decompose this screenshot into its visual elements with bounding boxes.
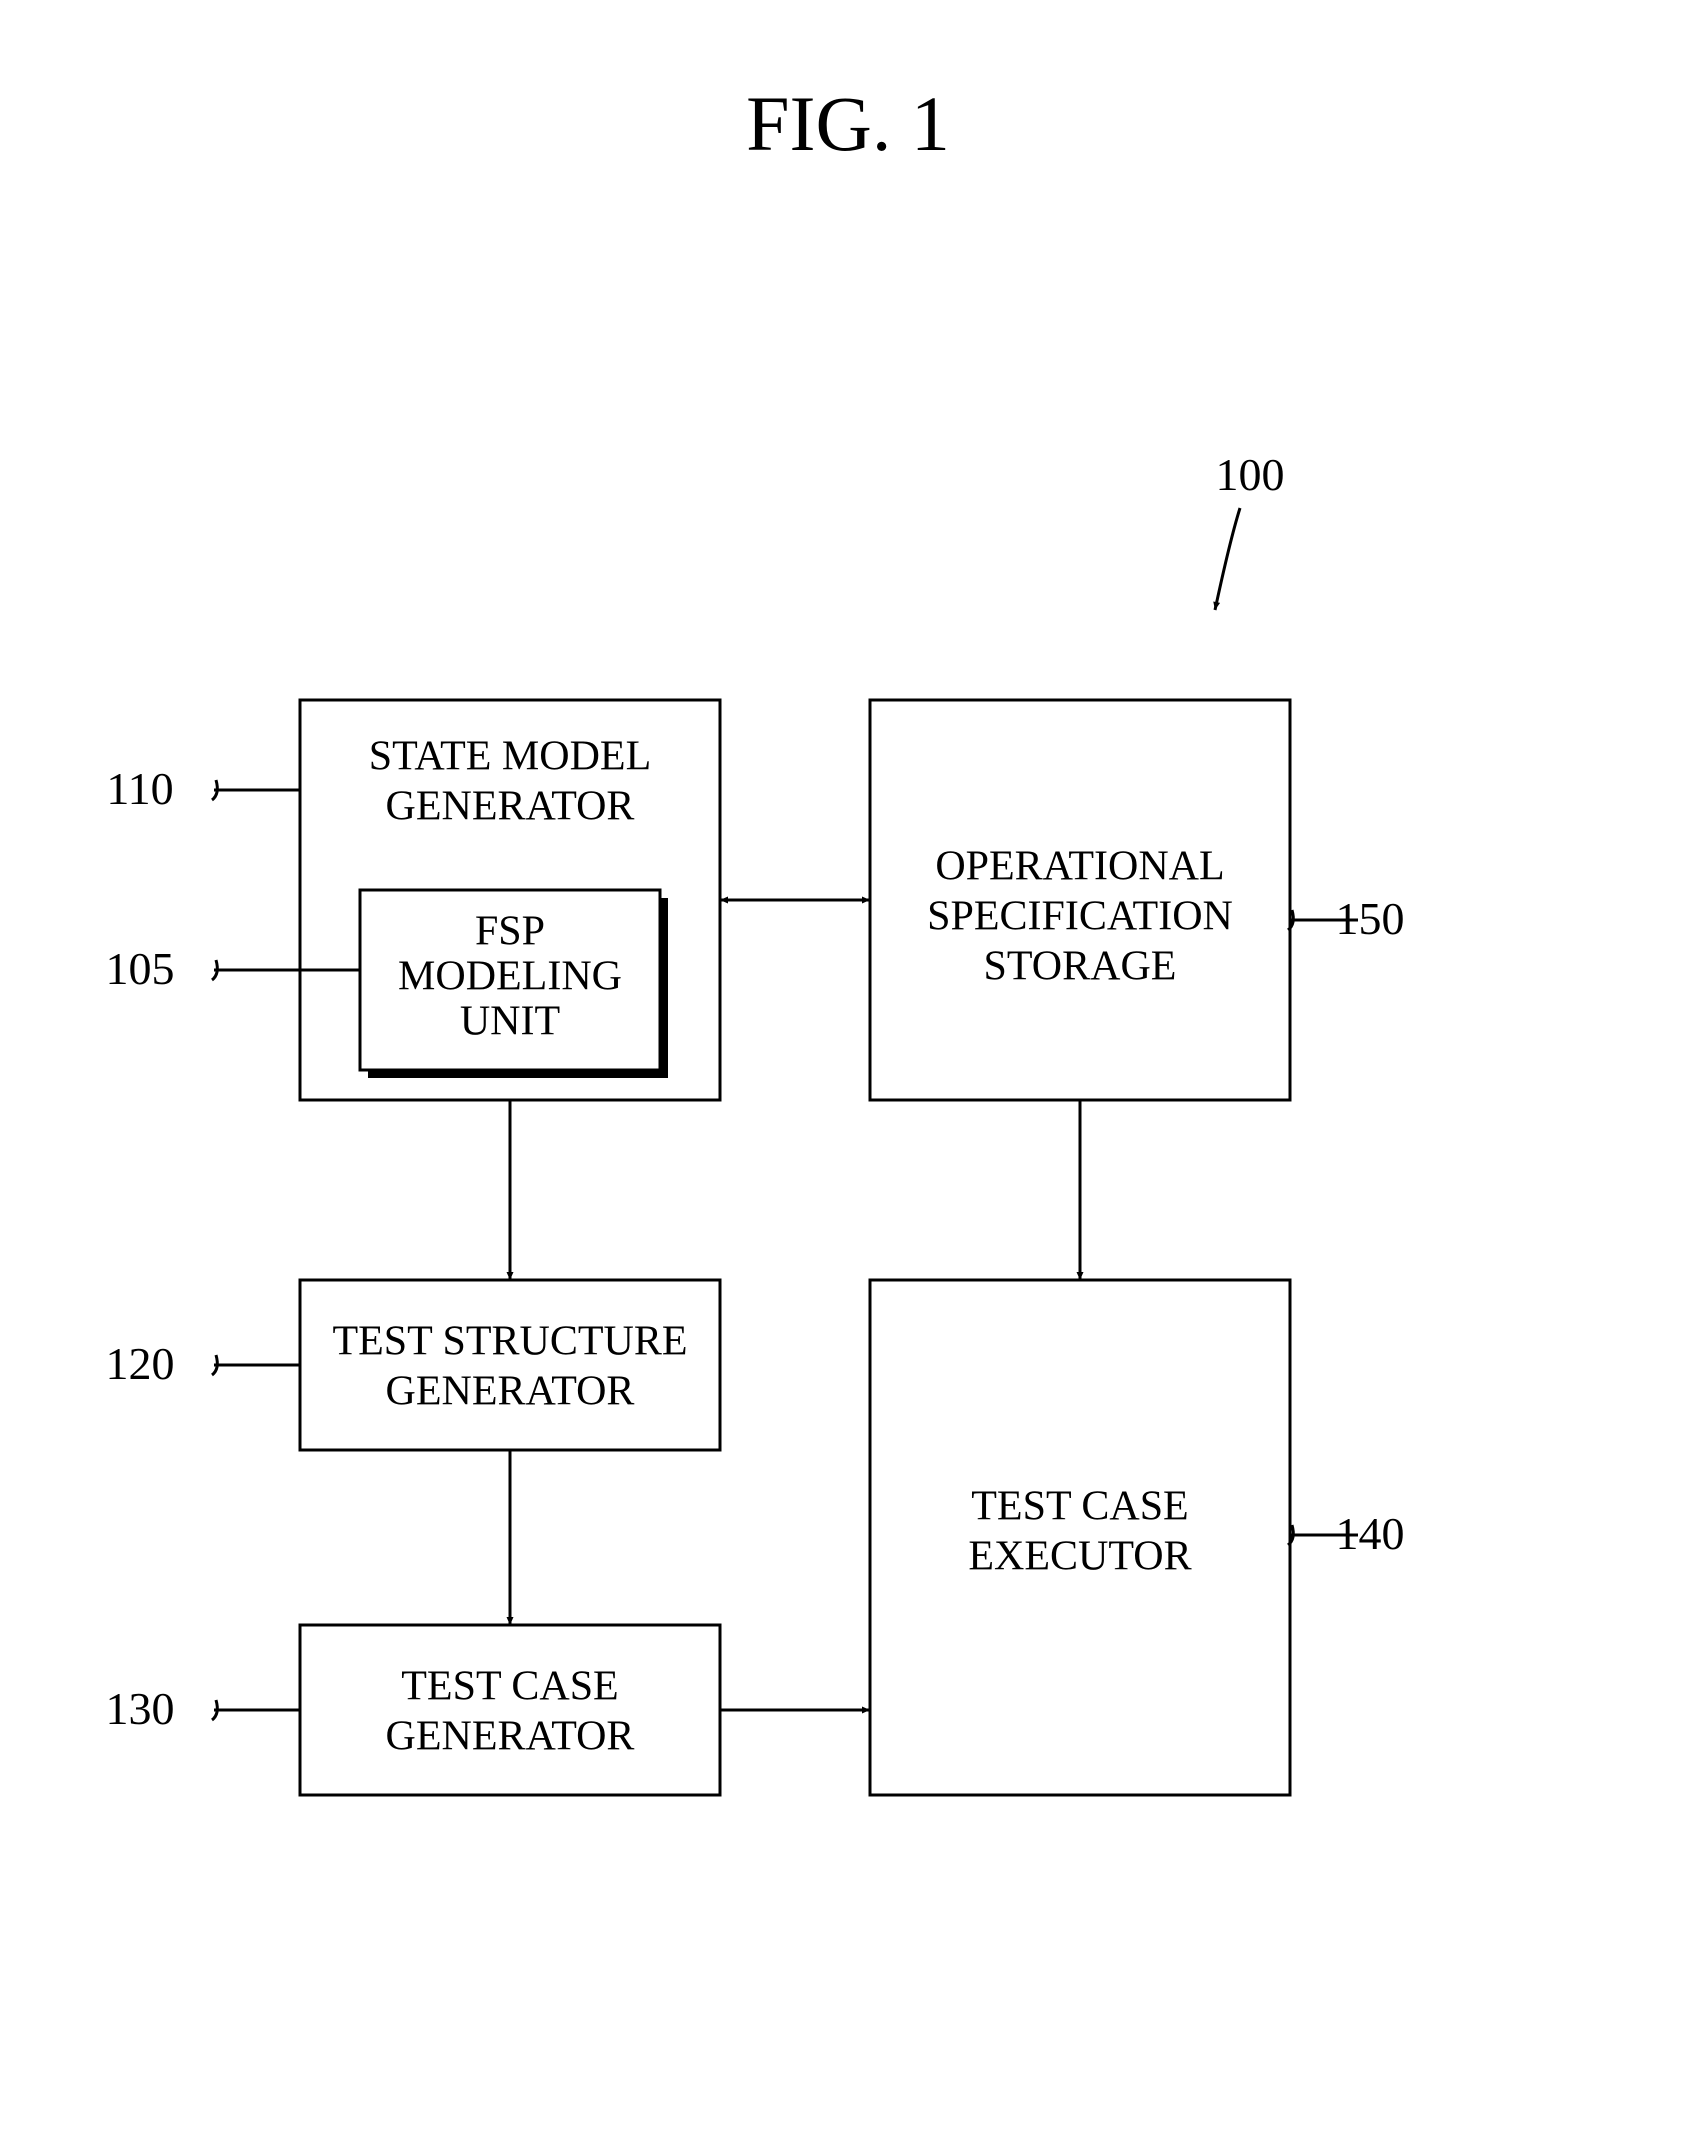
operational-spec-storage-label-0: OPERATIONAL <box>935 844 1224 890</box>
test-case-generator-label-0: TEST CASE <box>401 1664 618 1710</box>
test-case-executor-box: TEST CASEEXECUTOR <box>870 1280 1290 1795</box>
fsp-modeling-unit-label-1: MODELING <box>398 954 622 1000</box>
ref-100: 100 <box>1216 449 1285 500</box>
operational-spec-storage-label-1: SPECIFICATION <box>927 894 1233 940</box>
test-structure-generator-box: TEST STRUCTUREGENERATOR <box>300 1280 720 1450</box>
operational-spec-storage-label-2: STORAGE <box>984 944 1177 990</box>
figure-1-diagram: FIG. 1100STATE MODELGENERATOR110FSPMODEL… <box>0 0 1697 2153</box>
test-structure-generator-label-0: TEST STRUCTURE <box>332 1319 687 1365</box>
ref-130: 130 <box>106 1683 175 1734</box>
ref-120: 120 <box>106 1338 175 1389</box>
ref-105: 105 <box>106 943 175 994</box>
test-structure-generator-label-1: GENERATOR <box>386 1369 635 1415</box>
test-case-executor-label-0: TEST CASE <box>971 1484 1188 1530</box>
operational-spec-storage-box: OPERATIONALSPECIFICATIONSTORAGE <box>870 700 1290 1100</box>
state-model-generator-label-1: GENERATOR <box>386 784 635 830</box>
test-case-generator-label-1: GENERATOR <box>386 1714 635 1760</box>
figure-title: FIG. 1 <box>746 80 950 167</box>
test-case-executor-label-1: EXECUTOR <box>968 1534 1191 1580</box>
ref-110: 110 <box>106 763 173 814</box>
state-model-generator-label-0: STATE MODEL <box>369 734 651 780</box>
fsp-modeling-unit-box: FSPMODELINGUNIT <box>360 890 668 1078</box>
test-case-generator-box: TEST CASEGENERATOR <box>300 1625 720 1795</box>
fsp-modeling-unit-label-0: FSP <box>475 909 545 955</box>
fsp-modeling-unit-label-2: UNIT <box>460 999 560 1045</box>
